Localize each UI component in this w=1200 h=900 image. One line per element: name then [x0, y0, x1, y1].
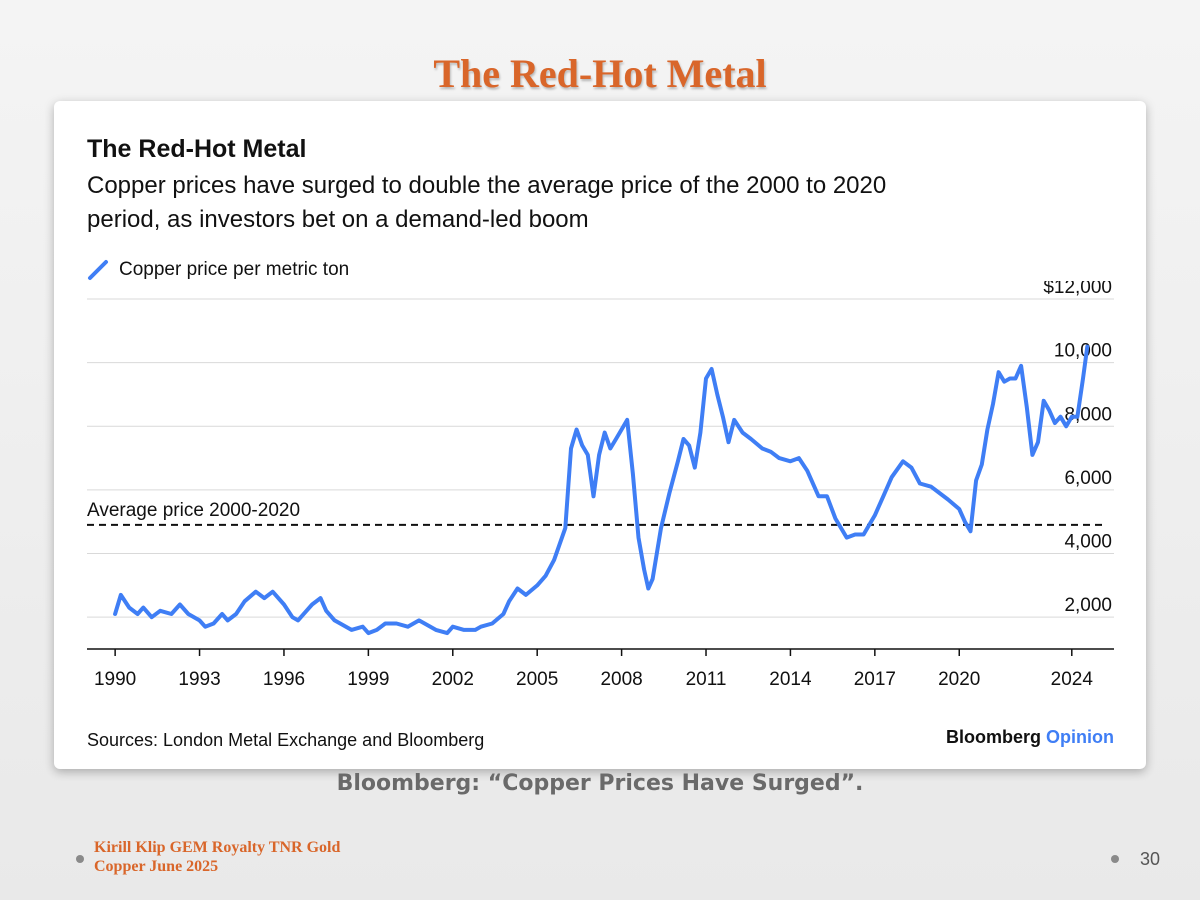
slide-caption: Bloomberg: “Copper Prices Have Surged”. [336, 771, 864, 796]
footer-credit-line-2: Copper June 2025 [94, 858, 219, 875]
footer-bullet-left-icon [76, 855, 84, 863]
x-tick-label: 2020 [938, 669, 980, 690]
x-tick-label: 2008 [600, 669, 642, 690]
y-tick-label: 2,000 [1064, 595, 1112, 616]
x-tick-label: 1990 [94, 669, 136, 690]
footer-credit-line-1: Kirill Klip GEM Royalty TNR Gold [94, 839, 341, 856]
chart-subtitle-line-2: period, as investors bet on a demand-led… [87, 206, 589, 233]
copper-price-line [113, 344, 1090, 636]
legend-label: Copper price per metric ton [119, 259, 350, 280]
brand-accent: Opinion [1046, 727, 1114, 747]
footer-credit: Kirill Klip GEM Royalty TNR Gold Copper … [94, 838, 340, 876]
x-tick-label: 2014 [769, 669, 812, 690]
x-tick-label: 2002 [432, 669, 474, 690]
average-price-label: Average price 2000-2020 [87, 500, 300, 521]
slide-title: The Red-Hot Metal [433, 51, 767, 96]
bloomberg-opinion-logo: Bloomberg Opinion [946, 727, 1114, 748]
chart-legend: Copper price per metric ton [87, 257, 349, 283]
chart-title: The Red-Hot Metal [87, 135, 307, 163]
footer-bullet-right-icon [1111, 855, 1119, 863]
y-tick-label: 4,000 [1064, 532, 1112, 553]
x-tick-label: 1993 [178, 669, 220, 690]
x-tick-label: 2005 [516, 669, 558, 690]
y-tick-label: 8,000 [1064, 404, 1112, 425]
chart-card: The Red-Hot Metal Copper prices have sur… [54, 101, 1146, 769]
legend-line-icon [88, 260, 108, 280]
chart-subtitle: Copper prices have surged to double the … [87, 169, 1117, 237]
x-tick-label: 2017 [854, 669, 896, 690]
chart-subtitle-line-1: Copper prices have surged to double the … [87, 172, 887, 199]
y-tick-label: 6,000 [1064, 468, 1112, 489]
line-chart: 2,000 4,000 6,000 8,000 10,000 $12,000 1990 199… [87, 281, 1114, 690]
y-tick-label: 10,000 [1054, 341, 1112, 362]
x-tick-label: 1999 [347, 669, 389, 690]
page-number: 30 [1139, 849, 1160, 869]
x-tick-label: 1996 [263, 669, 305, 690]
x-tick-label: 2024 [1051, 669, 1094, 690]
brand-name: Bloomberg [945, 727, 1041, 747]
x-tick-label: 2011 [686, 669, 727, 690]
y-tick-label: $12,000 [1043, 281, 1112, 298]
chart-source: Sources: London Metal Exchange and Bloom… [87, 730, 485, 750]
